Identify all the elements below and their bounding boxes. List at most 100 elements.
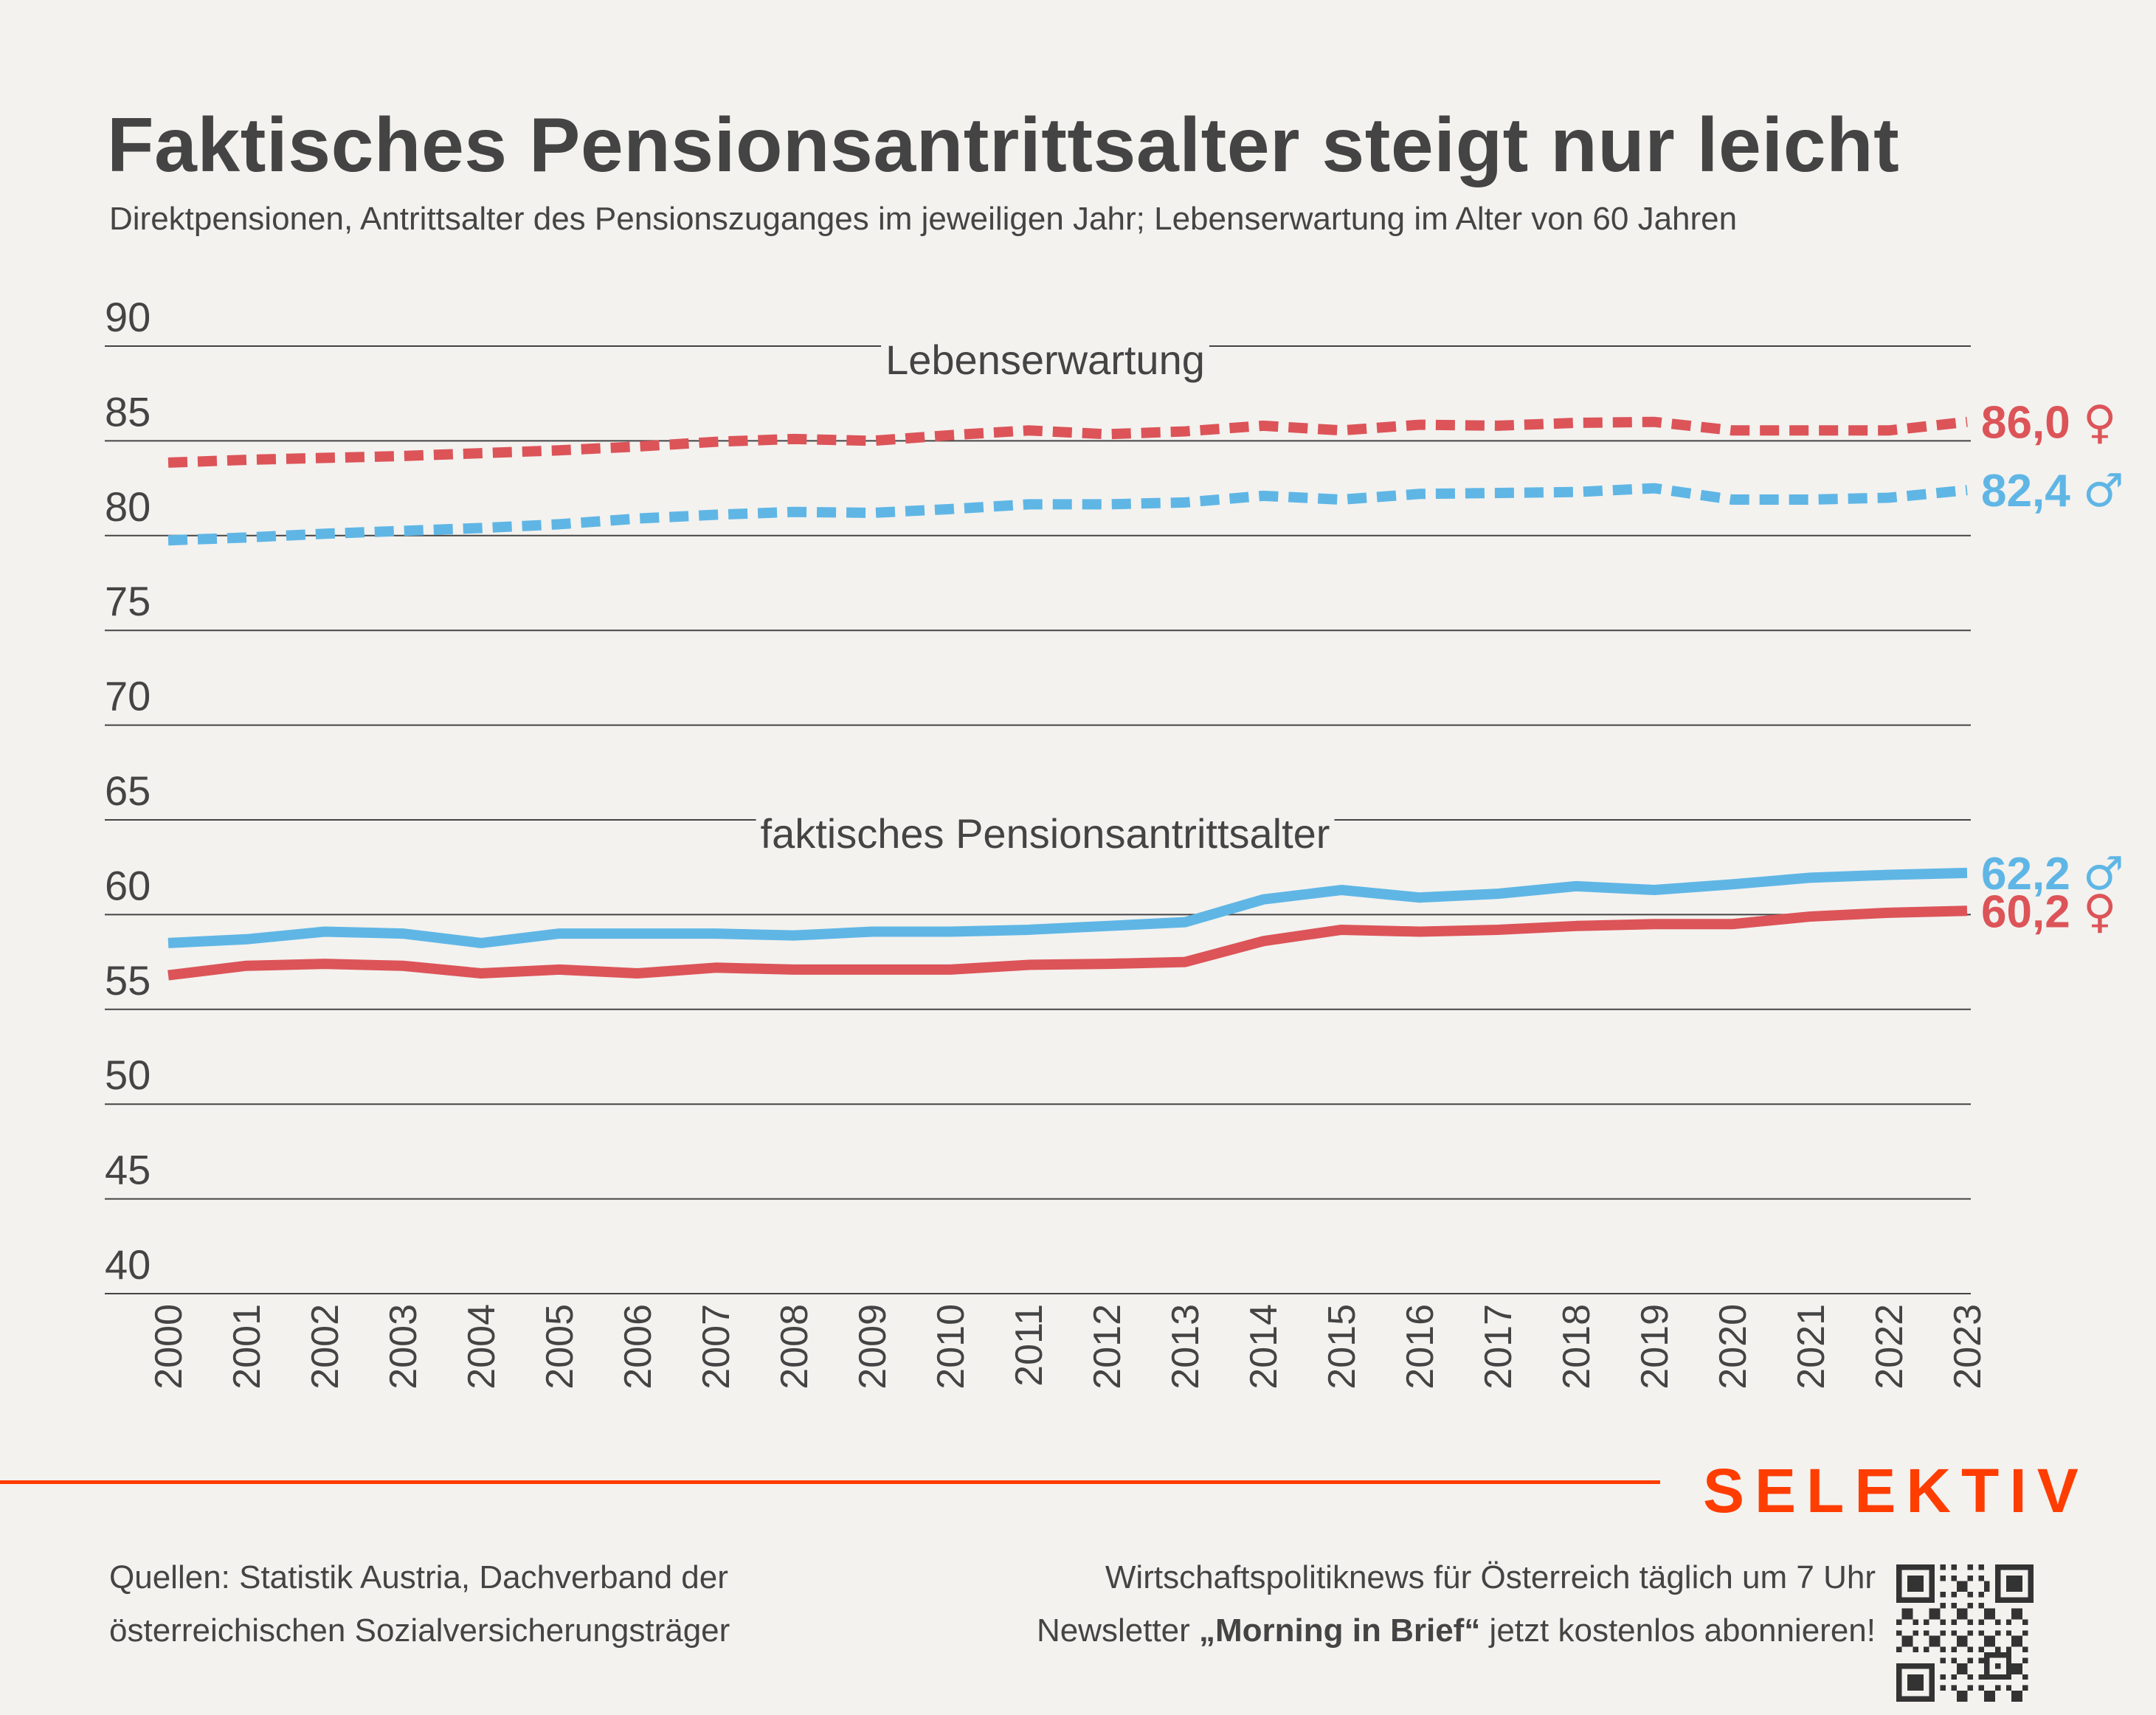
qr-module <box>1901 1564 1907 1570</box>
qr-module <box>2005 1575 2012 1581</box>
qr-module <box>1978 1646 1985 1653</box>
qr-module <box>1967 1685 1974 1691</box>
qr-module <box>2017 1581 2023 1587</box>
qr-module <box>1940 1646 1946 1653</box>
qr-module <box>1989 1641 1995 1647</box>
x-tick-label: 2014 <box>1243 1304 1285 1390</box>
qr-module <box>1989 1696 1995 1702</box>
qr-module <box>1984 1641 1990 1647</box>
qr-module <box>1956 1691 1963 1697</box>
qr-module <box>2005 1586 2012 1592</box>
qr-module <box>1984 1663 1990 1669</box>
y-tick-label: 50 <box>105 1052 151 1098</box>
qr-module <box>1967 1657 1974 1663</box>
qr-module <box>1913 1575 1918 1581</box>
qr-module <box>1978 1685 1985 1691</box>
y-tick-label: 55 <box>105 957 151 1004</box>
qr-module <box>1929 1570 1935 1576</box>
qr-module <box>2017 1635 2023 1642</box>
qr-module <box>1913 1564 1918 1570</box>
qr-module <box>1994 1674 2001 1680</box>
qr-module <box>1907 1641 1913 1647</box>
x-tick-label: 2010 <box>930 1304 972 1390</box>
qr-module <box>2005 1685 2012 1691</box>
qr-module <box>1929 1586 1935 1592</box>
qr-code-icon[interactable] <box>1896 1564 2034 1702</box>
qr-module <box>1994 1597 2001 1604</box>
qr-module <box>2028 1592 2034 1598</box>
qr-module <box>1940 1630 1946 1636</box>
qr-module <box>1951 1685 1957 1691</box>
x-tick-label: 2023 <box>1946 1304 1989 1390</box>
x-tick-label: 2018 <box>1555 1304 1598 1390</box>
promo-line-2: Newsletter „Morning in Brief“ jetzt kost… <box>1037 1604 1876 1657</box>
qr-module <box>2022 1646 2028 1653</box>
qr-module <box>1978 1674 1985 1680</box>
qr-module <box>1994 1564 2001 1570</box>
qr-module <box>1896 1570 1902 1576</box>
qr-module <box>1929 1613 1935 1620</box>
qr-module <box>1940 1564 1946 1570</box>
gridlines <box>105 345 1971 1294</box>
promo-pre: Newsletter <box>1036 1612 1200 1649</box>
newsletter-promo: Wirtschaftspolitiknews für Österreich tä… <box>1037 1551 1876 1657</box>
qr-module <box>2022 1619 2028 1625</box>
qr-module <box>2017 1597 2023 1604</box>
qr-module <box>1962 1696 1968 1702</box>
qr-module <box>1907 1696 1913 1702</box>
qr-module <box>1951 1646 1957 1653</box>
qr-module <box>1994 1685 2001 1691</box>
qr-module <box>2028 1597 2034 1604</box>
qr-module <box>1913 1586 1918 1592</box>
sources-line-2: österreichischen Sozialversicherungsträg… <box>109 1612 730 1649</box>
x-tick-label: 2019 <box>1634 1304 1676 1390</box>
footer-divider <box>0 1480 1660 1484</box>
series-line-lebenserwartung-frauen <box>167 416 1968 468</box>
qr-module <box>2011 1597 2017 1604</box>
qr-module <box>1956 1608 1963 1614</box>
sources-note: Quellen: Statistik Austria, Dachverband … <box>109 1551 730 1657</box>
qr-module <box>1978 1575 1985 1581</box>
qr-module <box>1994 1652 2001 1658</box>
qr-module <box>1994 1570 2001 1576</box>
qr-module <box>1984 1613 1990 1620</box>
newsletter-name[interactable]: „Morning in Brief“ <box>1199 1612 1481 1649</box>
qr-module <box>1984 1696 1990 1702</box>
annotation-background <box>756 810 1335 857</box>
qr-module <box>2011 1575 2017 1581</box>
chart-subtitle: Direktpensionen, Antrittsalter des Pensi… <box>109 201 1738 237</box>
x-tick-label: 2011 <box>1008 1304 1051 1387</box>
y-tick-label: 60 <box>105 862 151 908</box>
qr-module <box>1951 1592 1957 1598</box>
qr-module <box>1929 1635 1935 1642</box>
qr-module <box>1935 1608 1941 1614</box>
brand-logo: SELEKTIV <box>1703 1456 2089 1525</box>
qr-module <box>1918 1586 1924 1592</box>
qr-module <box>2005 1669 2012 1674</box>
qr-module <box>1951 1575 1957 1581</box>
qr-module <box>1962 1641 1968 1647</box>
qr-module <box>1984 1635 1990 1642</box>
annotation-label: Lebenserwartung <box>885 337 1205 383</box>
qr-module <box>1929 1575 1935 1581</box>
male-symbol-icon: ♂ <box>2083 846 2124 900</box>
qr-module <box>1913 1685 1918 1691</box>
qr-module <box>1962 1669 1968 1674</box>
qr-module <box>1994 1646 2001 1653</box>
x-tick-label: 2021 <box>1790 1304 1833 1390</box>
qr-module <box>1940 1685 1946 1691</box>
qr-module <box>1967 1646 1974 1653</box>
qr-module <box>1913 1696 1918 1702</box>
x-tick-label: 2017 <box>1477 1304 1520 1390</box>
qr-module <box>2005 1674 2012 1680</box>
qr-module <box>1967 1674 1974 1680</box>
female-symbol-icon: ♀ <box>2083 396 2116 449</box>
end-labels: 86,0 ♀ 82,4 ♂ 62,2 ♂ 60,2 ♀ <box>1981 396 2124 939</box>
x-tick-label: 2022 <box>1868 1304 1911 1390</box>
y-axis-ticks: 90 85 80 75 70 65 60 55 50 45 40 <box>105 294 151 1288</box>
qr-module <box>1929 1669 1935 1674</box>
y-tick-label: 45 <box>105 1147 151 1193</box>
qr-module <box>1929 1592 1935 1598</box>
qr-module <box>1984 1669 1990 1674</box>
y-tick-label: 40 <box>105 1241 151 1288</box>
